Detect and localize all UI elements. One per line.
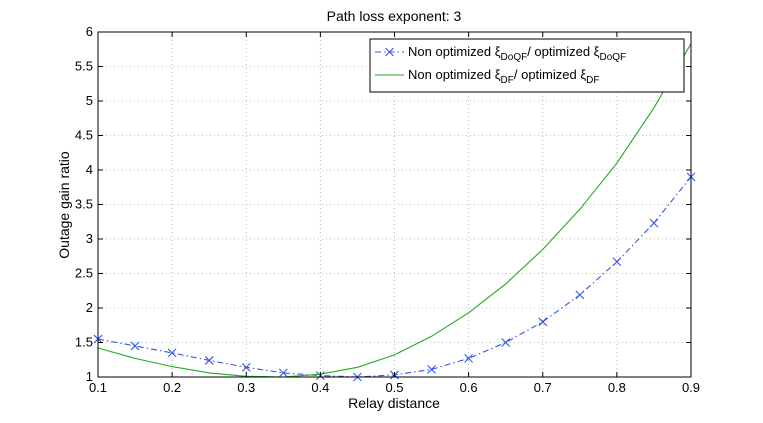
x-tick-label: 0.6 [460, 380, 478, 395]
marker-stroke [167, 348, 177, 358]
y-tick-label: 4 [86, 162, 93, 177]
legend-box [369, 38, 685, 93]
data-point-x-marker [167, 348, 177, 358]
y-tick-label: 1 [86, 369, 93, 384]
data-point-x-marker [278, 368, 288, 378]
y-tick-label: 5.5 [75, 59, 93, 74]
grid-lines [98, 32, 691, 377]
legend-entry-1: Non optimized ξDoQF/ optimized ξDoQF [375, 44, 626, 63]
data-point-x-marker [427, 365, 436, 374]
legend-label: Non optimized ξDF/ optimized ξDF [408, 67, 600, 86]
y-tick-label: 3.5 [75, 197, 93, 212]
y-tick-label: 5 [86, 93, 93, 108]
marker-stroke [464, 353, 474, 363]
series-2 [97, 43, 692, 378]
legend: Non optimized ξDoQF/ optimized ξDoQF Non … [369, 38, 685, 93]
data-point-x-marker [464, 353, 474, 363]
data-point-x-marker [649, 218, 659, 228]
data-point-x-marker [538, 317, 548, 327]
x-tick-label: 0.9 [682, 380, 700, 395]
marker-stroke [538, 317, 548, 327]
marker-stroke [204, 356, 214, 365]
data-point-x-marker [130, 341, 140, 351]
marker-stroke [427, 365, 436, 374]
y-tick-label: 3 [86, 231, 93, 246]
marker-stroke [649, 218, 659, 228]
legend-label: Non optimized ξDoQF/ optimized ξDoQF [408, 44, 626, 63]
data-point-x-marker [501, 338, 511, 347]
y-tick-label: 1.5 [75, 335, 93, 350]
data-point-x-marker [241, 362, 251, 372]
marker-stroke [385, 47, 394, 57]
marker-stroke [575, 290, 585, 300]
marker-stroke [241, 362, 251, 372]
marker-stroke [501, 338, 511, 347]
x-tick-label: 0.1 [89, 380, 107, 395]
axis-ticks: 0.1 0.2 0.3 0.4 0.5 0.6 0.7 0.8 0.9 1 1.5 2 2.5 3 3.5 4… [75, 24, 700, 395]
y-tick-label: 4.5 [75, 128, 93, 143]
x-tick-label: 0.3 [237, 380, 255, 395]
y-axis-title: Outage gain ratio [56, 151, 72, 259]
chart-title: Path loss exponent: 3 [327, 8, 462, 24]
data-point-x-marker [575, 290, 585, 300]
x-tick-label: 0.2 [163, 380, 181, 395]
data-point-x-marker [612, 257, 622, 267]
y-tick-label: 6 [86, 24, 93, 39]
marker-stroke [278, 368, 288, 378]
x-axis-title: Relay distance [348, 395, 440, 411]
x-tick-label: 0.4 [311, 380, 329, 395]
x-tick-label: 0.7 [534, 380, 552, 395]
marker-stroke [130, 341, 140, 351]
legend-entry-2: Non optimized ξDF/ optimized ξDF [375, 67, 600, 86]
data-point-x-marker [204, 356, 214, 365]
marker-stroke [612, 257, 622, 267]
y-tick-label: 2.5 [75, 266, 93, 281]
series-2-line [97, 43, 692, 378]
y-tick-label: 2 [86, 300, 93, 315]
x-tick-label: 0.8 [608, 380, 626, 395]
legend-marker [385, 47, 394, 57]
x-tick-label: 0.5 [385, 380, 403, 395]
